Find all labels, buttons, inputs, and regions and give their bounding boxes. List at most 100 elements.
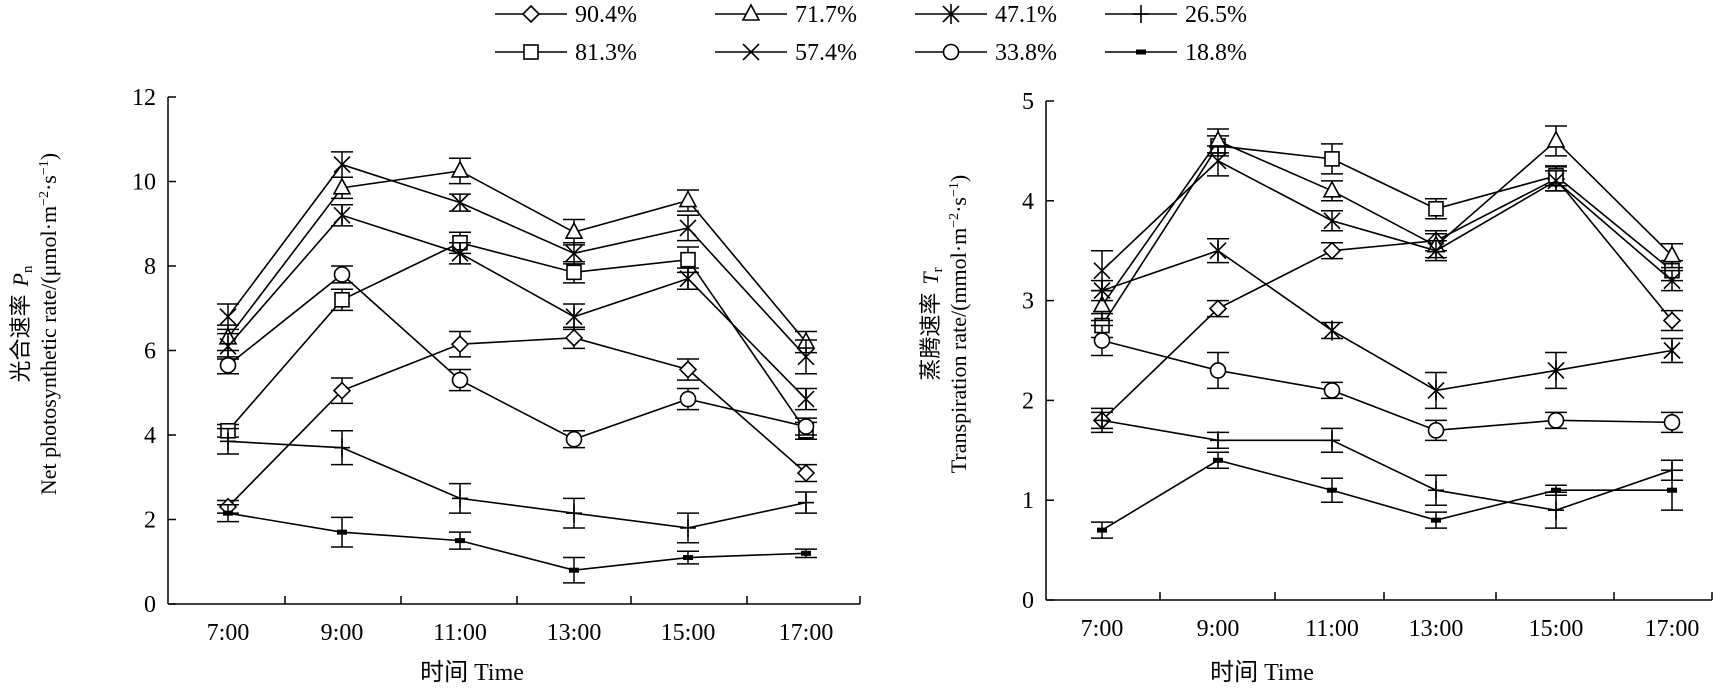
y-tick-label: 12 <box>132 85 156 111</box>
data-point <box>332 177 352 195</box>
legend-marker <box>1133 5 1149 23</box>
y-axis-label: 光合速率 Pn <box>8 265 36 382</box>
data-point <box>455 538 465 544</box>
data-point <box>1209 362 1227 379</box>
x-tick-label: 9:00 <box>1197 616 1240 642</box>
data-point <box>1662 311 1682 330</box>
y-tick-label: 2 <box>1022 388 1034 414</box>
data-point <box>680 251 696 268</box>
y-tick-label: 5 <box>1022 89 1034 115</box>
data-point <box>1427 422 1445 439</box>
data-point <box>1208 299 1228 318</box>
data-point <box>566 504 582 523</box>
y-tick-label: 10 <box>132 170 156 196</box>
data-point <box>1323 212 1341 230</box>
series-90.4% <box>217 326 817 516</box>
data-point <box>797 348 815 366</box>
data-point <box>1324 431 1340 450</box>
y-tick-label: 3 <box>1022 289 1034 315</box>
data-point <box>1322 241 1342 260</box>
data-point <box>1548 501 1564 520</box>
data-point <box>797 418 815 435</box>
data-point <box>452 489 468 508</box>
series-line <box>227 337 807 508</box>
data-point <box>1323 382 1341 399</box>
legend-label: 47.1% <box>995 2 1057 28</box>
y-axis-label-en: Net photosynthetic rate/(μmol·m−2·s−1) <box>36 153 61 495</box>
data-point <box>1546 130 1566 148</box>
data-point <box>219 356 237 374</box>
data-point <box>1209 152 1227 170</box>
data-point <box>678 360 698 379</box>
data-point <box>1322 180 1342 198</box>
series-47.1% <box>217 203 817 411</box>
legend-marker <box>521 4 541 24</box>
data-point <box>1092 294 1112 313</box>
data-point <box>451 371 469 389</box>
data-point <box>1213 457 1223 463</box>
legend-label: 18.8% <box>1185 40 1247 66</box>
y-tick-label: 0 <box>144 592 156 618</box>
data-point <box>679 219 697 237</box>
legend-label: 81.3% <box>575 40 637 66</box>
series-line <box>227 214 807 400</box>
series-line <box>227 440 807 529</box>
legend-marker <box>1136 49 1146 55</box>
y-axis-label: 蒸腾速率 Tr <box>918 267 946 380</box>
data-point <box>223 510 233 516</box>
x-tick-label: 11:00 <box>1305 616 1359 642</box>
series-57.4% <box>217 151 817 375</box>
legend-item: 90.4% <box>495 2 637 28</box>
legend-marker <box>942 43 960 61</box>
series-26.5% <box>217 427 817 544</box>
legend-label: 71.7% <box>795 2 857 28</box>
series-line <box>227 170 807 343</box>
x-tick-label: 17:00 <box>1645 616 1700 642</box>
y-axis-label-symbol: P <box>8 273 33 287</box>
data-point <box>797 389 815 410</box>
data-point <box>332 381 352 400</box>
data-point <box>1663 414 1681 431</box>
data-point <box>565 244 583 262</box>
data-point <box>1551 487 1561 493</box>
data-point <box>1431 517 1441 523</box>
y-tick-label: 4 <box>1022 189 1034 215</box>
y-axis-label-cn: 蒸腾速率 <box>918 293 943 381</box>
series-33.8% <box>1091 324 1683 442</box>
series-33.8% <box>217 265 817 449</box>
series-line <box>1101 159 1673 282</box>
legend-marker <box>741 3 761 21</box>
y-tick-label: 0 <box>1022 588 1034 614</box>
legend-marker <box>523 44 539 60</box>
data-point <box>219 336 237 357</box>
data-point <box>337 529 347 535</box>
y-axis-label-cn: 光合速率 <box>8 294 33 382</box>
data-point <box>1662 244 1682 263</box>
data-point <box>566 264 582 281</box>
data-point <box>1667 487 1677 493</box>
data-point <box>565 430 583 448</box>
x-tick-label: 13:00 <box>1409 616 1464 642</box>
series-26.5% <box>1091 407 1683 529</box>
legend-item: 81.3% <box>495 40 637 66</box>
legend-item: 18.8% <box>1105 40 1247 66</box>
series-line <box>1101 249 1673 392</box>
data-point <box>678 189 698 208</box>
series-line <box>227 273 807 441</box>
data-point <box>801 550 811 556</box>
data-point <box>1427 242 1445 260</box>
legend-label: 90.4% <box>575 2 637 28</box>
axes: 0 1 2 3 4 5 7:00 9:00 11:00 13:00 15:00 17:00 <box>1022 89 1713 642</box>
data-point <box>1428 481 1444 500</box>
data-point <box>569 567 579 573</box>
series-line <box>227 241 807 432</box>
data-point <box>565 306 583 327</box>
series-line <box>1101 459 1672 531</box>
x-axis-label: 时间 Time <box>420 659 524 686</box>
legend-item: 57.4% <box>715 40 857 66</box>
y-tick-label: 8 <box>144 254 156 280</box>
legend-item: 33.8% <box>915 40 1057 66</box>
y-tick-label: 2 <box>144 508 156 534</box>
data-point <box>1663 272 1681 290</box>
data-point <box>450 160 470 178</box>
